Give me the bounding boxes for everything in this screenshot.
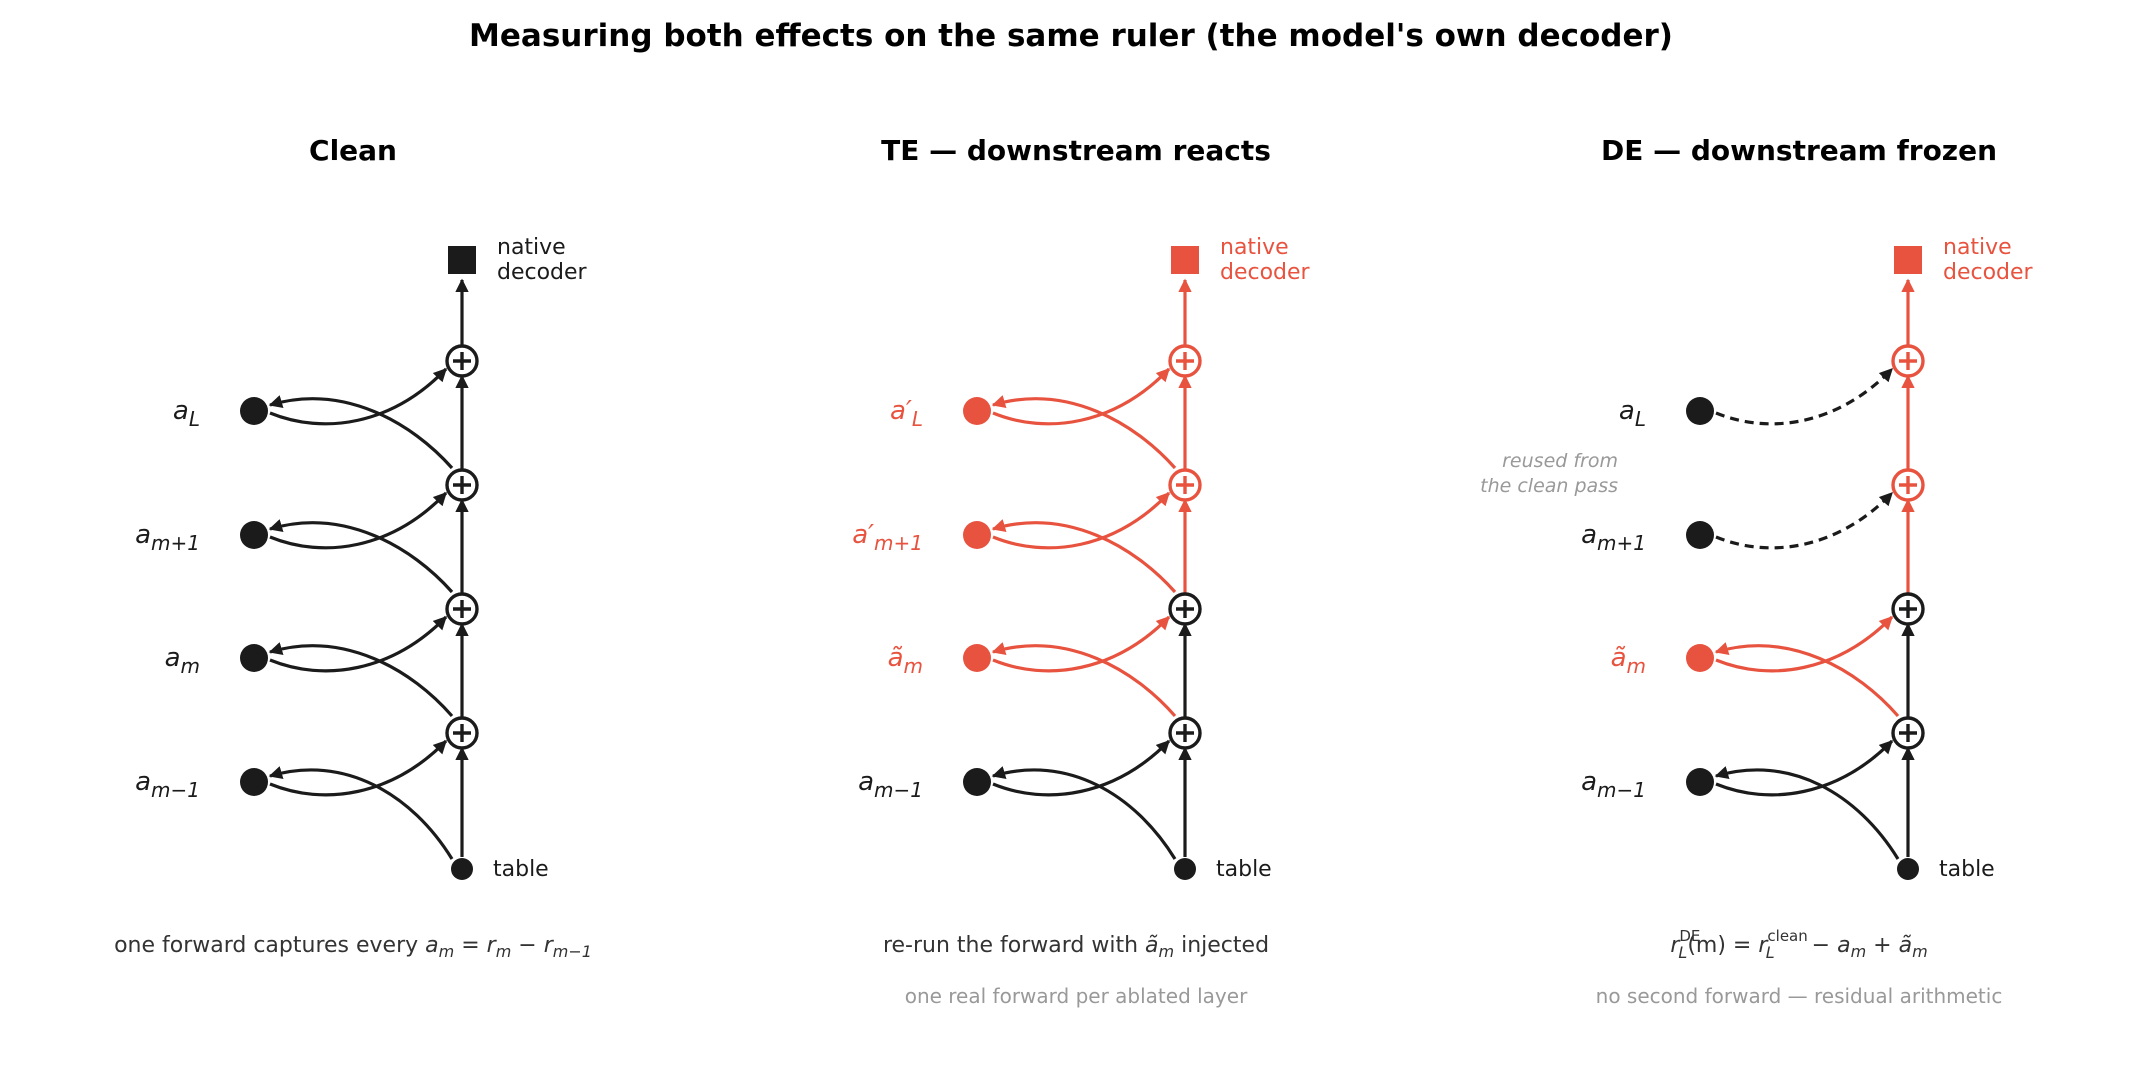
reused-write-arrow (1715, 367, 1894, 426)
table-label: table (493, 857, 549, 882)
read-arrow (268, 642, 454, 718)
read-arrow (268, 395, 454, 470)
plus-node (1891, 716, 1925, 750)
write-arrow (992, 491, 1171, 550)
activation-node (240, 397, 268, 425)
activation-node (963, 397, 991, 425)
activation-label: a′L (890, 396, 923, 431)
write-arrow (1715, 615, 1894, 673)
read-arrow (991, 766, 1177, 860)
write-arrow (992, 739, 1171, 797)
panel-caption: rDE L(m) = rclean L − am + ãm (1670, 927, 1927, 962)
activation-label: ãm (888, 643, 923, 678)
read-arrow (991, 519, 1177, 594)
panel-de: DE — downstream frozen aL am+1 ãm am−1 table n… (1480, 134, 2033, 1008)
plus-node (1891, 468, 1925, 502)
activation-node (963, 521, 991, 549)
table-label: table (1216, 857, 1272, 882)
activation-node (963, 768, 991, 796)
activation-label: a′m+1 (852, 520, 923, 555)
write-arrow (992, 615, 1171, 673)
figure-title: Measuring both effects on the same ruler… (469, 18, 1673, 54)
plus-node (1891, 592, 1925, 626)
activation-node (963, 644, 991, 672)
table-node (1897, 858, 1919, 880)
activation-label: am+1 (135, 520, 200, 555)
panel-caption: one forward captures every am = rm − rm−… (114, 933, 592, 961)
panel-title: TE — downstream reacts (881, 134, 1271, 167)
panel-title: DE — downstream frozen (1601, 134, 1997, 167)
activation-node (1686, 521, 1714, 549)
decoder-label: decoder (1943, 260, 2034, 285)
native-decoder-node (448, 246, 476, 274)
plus-node (445, 468, 479, 502)
table-node (451, 858, 473, 880)
write-arrow (269, 491, 448, 550)
decoder-label: native (1220, 235, 1289, 260)
activation-label: am−1 (1581, 767, 1646, 802)
panel-note: no second forward — residual arithmetic (1596, 984, 2003, 1008)
read-arrow (268, 519, 454, 594)
panel-caption: re-run the forward with ãm injected (883, 933, 1269, 961)
activation-label: am (165, 643, 200, 678)
plus-node (445, 716, 479, 750)
activation-label: am−1 (135, 767, 200, 802)
write-arrow (992, 367, 1171, 426)
plus-node (1891, 344, 1925, 378)
activation-node (240, 521, 268, 549)
activation-node (1686, 397, 1714, 425)
write-arrow (269, 615, 448, 673)
reuse-note: the clean pass (1480, 475, 1618, 497)
activation-label: am−1 (858, 767, 923, 802)
plus-node (445, 592, 479, 626)
reused-write-arrow (1715, 491, 1894, 550)
read-arrow (991, 395, 1177, 470)
read-arrow (991, 642, 1177, 718)
read-arrow (268, 766, 454, 860)
plus-node (1168, 344, 1202, 378)
activation-node (1686, 644, 1714, 672)
table-node (1174, 858, 1196, 880)
decoder-label: native (497, 235, 566, 260)
plus-node (1168, 716, 1202, 750)
write-arrow (269, 739, 448, 797)
activation-node (240, 768, 268, 796)
plus-node (1168, 468, 1202, 502)
native-decoder-node (1894, 246, 1922, 274)
panel-note: one real forward per ablated layer (905, 984, 1248, 1008)
activation-label: ãm (1611, 643, 1646, 678)
native-decoder-node (1171, 246, 1199, 274)
decoder-label: decoder (1220, 260, 1311, 285)
write-arrow (1715, 739, 1894, 797)
panel-title: Clean (309, 134, 397, 167)
table-label: table (1939, 857, 1995, 882)
activation-node (240, 644, 268, 672)
plus-node (445, 344, 479, 378)
read-arrow (1714, 642, 1900, 718)
activation-node (1686, 768, 1714, 796)
decoder-label: decoder (497, 260, 588, 285)
activation-label: aL (1619, 396, 1646, 431)
read-arrow (1714, 766, 1900, 860)
reuse-note: reused from (1502, 450, 1618, 472)
activation-label: aL (173, 396, 200, 431)
activation-label: am+1 (1581, 520, 1646, 555)
decoder-label: native (1943, 235, 2012, 260)
write-arrow (269, 367, 448, 426)
plus-node (1168, 592, 1202, 626)
panel-te: TE — downstream reacts a′L a′m+1 ãm am−1 tabl… (852, 134, 1310, 1008)
